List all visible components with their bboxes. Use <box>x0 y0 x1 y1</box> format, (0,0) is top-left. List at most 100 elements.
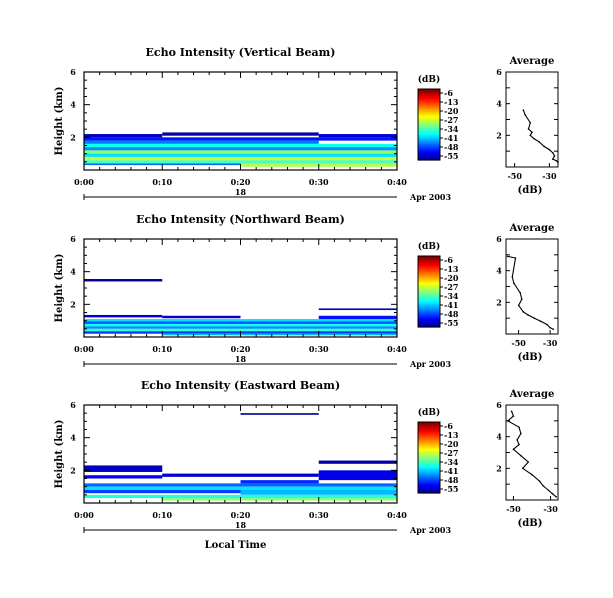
x-tick-label: 0:40 <box>387 510 407 520</box>
colorbar-swatch <box>418 296 440 300</box>
colorbar-swatch <box>418 110 440 113</box>
profile-point <box>527 461 530 463</box>
profile-point <box>529 134 532 137</box>
colorbar-swatch <box>418 319 440 323</box>
y-tick-label: 2 <box>70 465 76 475</box>
profile-point <box>524 113 526 116</box>
colorbar-swatch <box>418 96 440 99</box>
colorbar-swatch <box>418 133 440 136</box>
profile-point <box>532 137 535 140</box>
heatmap-cell <box>84 475 163 479</box>
colorbar-frame <box>417 88 441 161</box>
profile-point <box>529 121 532 124</box>
profile-y-tick-label: 2 <box>496 130 502 140</box>
date-label: Apr 2003 <box>409 192 452 202</box>
colorbar-tick-label: -41 <box>444 466 458 476</box>
date-label: Apr 2003 <box>409 359 452 369</box>
profile-y-tick-label: 6 <box>496 67 502 77</box>
profile-x-tick-label: -50 <box>506 504 521 514</box>
heatmap-cell <box>84 134 163 138</box>
x-tick-label: 0:20 <box>231 510 251 520</box>
colorbar-swatch <box>418 158 440 161</box>
colorbar-swatch <box>418 89 440 92</box>
colorbar-swatch <box>418 430 440 434</box>
colorbar-swatch <box>418 128 440 131</box>
colorbar-swatch <box>418 277 440 280</box>
heatmap-cell <box>318 470 397 481</box>
y-axis-label: Height (km) <box>54 87 65 156</box>
colorbar-swatch <box>418 309 440 312</box>
x-axis-label: Local Time <box>205 540 267 551</box>
colorbar-swatch <box>418 286 440 289</box>
heatmap-cell <box>84 486 397 490</box>
colorbar-swatch <box>418 275 440 278</box>
colorbar-swatch <box>418 466 440 469</box>
y-tick-label: 6 <box>70 67 76 77</box>
profile-point <box>546 323 548 326</box>
colorbar-swatch <box>418 119 440 122</box>
colorbar-frame <box>417 255 441 328</box>
colorbar-label: (dB) <box>418 241 440 252</box>
profile-line <box>506 411 557 498</box>
profile-title: Average <box>509 389 555 400</box>
y-axis-label: Height (km) <box>54 420 65 489</box>
colorbar-swatch <box>418 445 440 448</box>
colorbar-swatch <box>418 152 440 156</box>
colorbar-swatch <box>418 459 440 462</box>
colorbar-swatch <box>418 289 440 293</box>
colorbar-swatch <box>418 452 440 455</box>
heatmap-cell <box>162 333 397 336</box>
profile-y-tick-label: 4 <box>496 266 502 276</box>
profile-point <box>555 159 558 162</box>
profile-x-label: (dB) <box>518 185 543 196</box>
colorbar-swatch <box>418 303 440 307</box>
x-tick-label: 0:20 <box>231 177 251 187</box>
colorbar-tick-label: -41 <box>444 300 458 310</box>
profile-point <box>549 326 551 329</box>
x-tick-label: 0:00 <box>74 177 94 187</box>
colorbar-swatch <box>418 144 440 147</box>
profile-y-tick-label: 4 <box>496 99 502 109</box>
colorbar-swatch <box>418 446 440 450</box>
profile-line <box>507 255 554 330</box>
colorbar-swatch <box>418 484 440 487</box>
colorbar-swatch <box>418 437 440 441</box>
colorbar-tick-label: -27 <box>444 448 458 458</box>
heatmap-cell <box>318 315 397 320</box>
colorbar-swatch <box>418 106 440 110</box>
colorbar-swatch <box>418 282 440 285</box>
y-axis-label: Height (km) <box>54 254 65 323</box>
colorbar-swatch <box>418 311 440 314</box>
y-tick-label: 4 <box>70 433 76 443</box>
colorbar-swatch <box>418 279 440 282</box>
heatmap-cell <box>84 137 397 141</box>
profile-point <box>520 454 522 457</box>
colorbar-swatch <box>418 457 440 460</box>
x-tick-label: 0:10 <box>152 344 172 354</box>
colorbar-swatch <box>418 427 440 430</box>
colorbar-swatch <box>418 485 440 489</box>
profile-point <box>548 148 551 151</box>
colorbar-swatch <box>418 263 440 266</box>
profile-point <box>518 443 520 446</box>
heatmap-cell <box>240 489 397 495</box>
profile-point <box>543 145 545 148</box>
colorbar-tick-label: -20 <box>444 439 459 449</box>
colorbar-swatch <box>418 441 440 444</box>
y-tick-label: 6 <box>70 400 76 410</box>
colorbar-frame <box>417 421 441 494</box>
profile-point <box>512 448 515 451</box>
panel-title: Echo Intensity (Eastward Beam) <box>141 379 340 392</box>
profile-frame <box>505 404 559 501</box>
x-tick-label: 0:10 <box>152 177 172 187</box>
colorbar-swatch <box>418 469 440 473</box>
profile-title: Average <box>509 223 555 234</box>
colorbar-tick-label: -34 <box>444 291 459 301</box>
colorbar-tick-label: -20 <box>444 273 459 283</box>
colorbar-tick-label: -13 <box>444 430 459 440</box>
profile-x-tick-label: -50 <box>511 338 526 348</box>
profile-point <box>517 304 520 307</box>
colorbar-swatch <box>418 422 440 425</box>
colorbar-swatch <box>418 434 440 437</box>
